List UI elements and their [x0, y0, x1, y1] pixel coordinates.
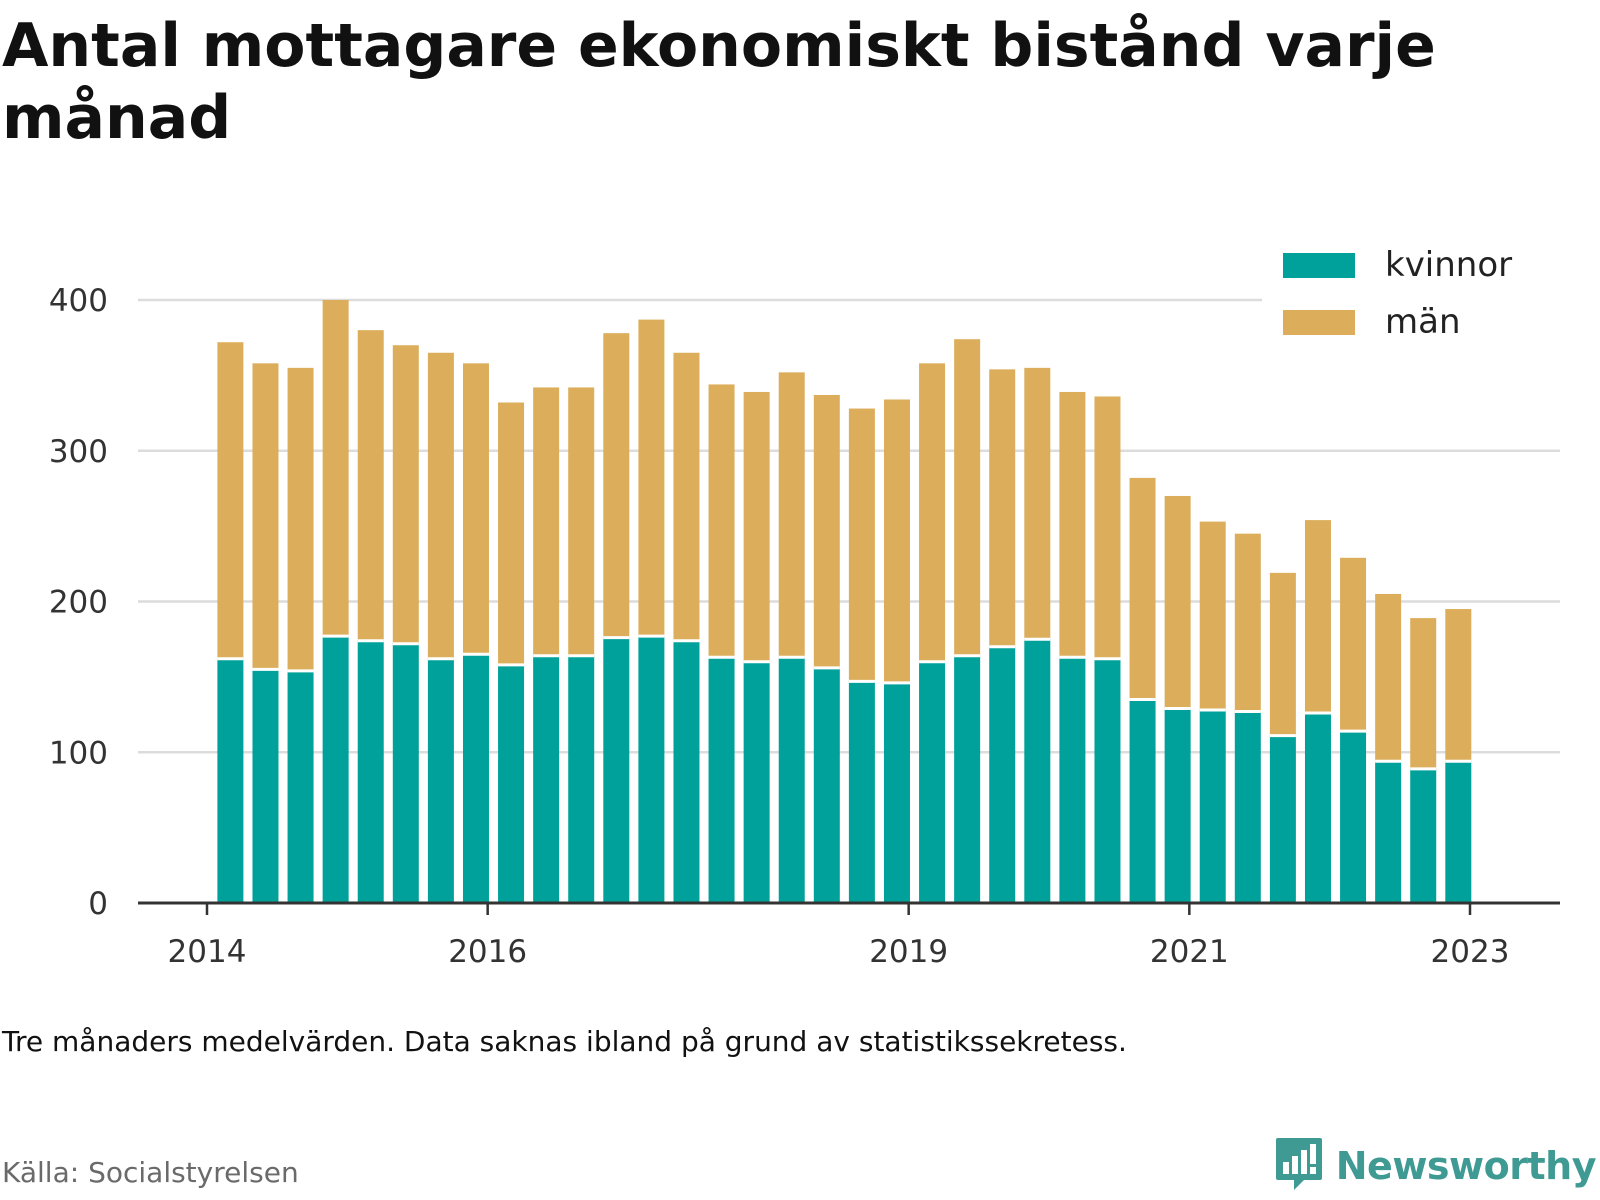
legend-label: män: [1385, 302, 1461, 342]
brand-logo: Newsworthy: [1274, 1136, 1597, 1196]
bar-kvinnor: [1059, 657, 1086, 903]
chart-note: Tre månaders medelvärden. Data saknas ib…: [2, 1025, 1127, 1058]
bar-kvinnor: [1199, 710, 1226, 903]
bar-man: [568, 387, 595, 656]
bar-kvinnor: [1234, 711, 1261, 903]
bar-kvinnor: [533, 655, 560, 903]
bar-man: [673, 352, 700, 641]
bar-man: [848, 408, 875, 682]
bar-man: [533, 387, 560, 656]
bar-man: [322, 300, 349, 637]
bar-man: [462, 363, 489, 655]
bar-man: [1304, 520, 1331, 714]
bar-man: [708, 384, 735, 658]
newsworthy-logo-icon: [1274, 1136, 1324, 1196]
bar-kvinnor: [848, 681, 875, 903]
bar-kvinnor: [427, 658, 454, 903]
bar-man: [989, 369, 1016, 647]
bar-kvinnor: [883, 682, 910, 903]
bar-kvinnor: [813, 667, 840, 903]
source-credit: Källa: Socialstyrelsen: [2, 1156, 299, 1189]
bar-man: [1234, 533, 1261, 712]
bar-man: [1059, 391, 1086, 658]
bar-man: [1269, 572, 1296, 736]
bar-kvinnor: [778, 657, 805, 903]
bar-man: [813, 394, 840, 668]
bar-man: [1199, 521, 1226, 711]
x-tick-label: 2014: [168, 934, 247, 970]
bar-kvinnor: [1269, 735, 1296, 903]
bar-man: [357, 330, 384, 641]
chart-title: Antal mottagare ekonomiskt bistånd varje…: [2, 11, 1436, 153]
bar-kvinnor: [498, 664, 525, 903]
bar-kvinnor: [673, 640, 700, 903]
bar-man: [919, 363, 946, 662]
legend-label: kvinnor: [1385, 245, 1512, 285]
bar-kvinnor: [743, 661, 770, 903]
bar-man: [1024, 367, 1051, 640]
x-tick-label: 2019: [869, 934, 948, 970]
y-tick-label: 400: [49, 283, 108, 319]
x-tick-label: 2021: [1150, 934, 1229, 970]
bar-kvinnor: [1340, 731, 1367, 903]
brand-name: Newsworthy: [1335, 1144, 1597, 1188]
x-tick-label: 2016: [448, 934, 527, 970]
bar-kvinnor: [603, 637, 630, 903]
axes: 0 100 200 300 400 2014 2016 2019 2021 2023: [49, 283, 1560, 970]
y-tick-label: 300: [49, 434, 108, 470]
bar-kvinnor: [1375, 761, 1402, 903]
bar-kvinnor: [1094, 658, 1121, 903]
bar-man: [1094, 396, 1121, 659]
bar-kvinnor: [357, 640, 384, 903]
legend-swatch: [1283, 310, 1355, 335]
stacked-bar-chart: 0 100 200 300 400 2014 2016 2019 2021 2023 kvinno…: [49, 243, 1562, 970]
bar-kvinnor: [708, 657, 735, 903]
bar-kvinnor: [462, 654, 489, 903]
bar-man: [638, 319, 665, 637]
bar-kvinnor: [392, 643, 419, 903]
bar-kvinnor: [1304, 713, 1331, 903]
bar-man: [1410, 618, 1437, 769]
bar-man: [427, 352, 454, 659]
bar-kvinnor: [638, 636, 665, 903]
bar-man: [1340, 557, 1367, 732]
bar-man: [287, 367, 314, 671]
bar-kvinnor: [1024, 639, 1051, 903]
bar-man: [1375, 593, 1402, 762]
bar-man: [1445, 609, 1472, 762]
bar-man: [603, 333, 630, 638]
bar-kvinnor: [954, 655, 981, 903]
bar-man: [954, 339, 981, 656]
bar-man: [743, 391, 770, 662]
bar-kvinnor: [1129, 699, 1156, 903]
bar-kvinnor: [1410, 768, 1437, 903]
bar-man: [883, 399, 910, 683]
bar-kvinnor: [568, 655, 595, 903]
bar-kvinnor: [287, 670, 314, 903]
legend: kvinnor män: [1262, 243, 1562, 358]
bar-man: [217, 342, 244, 659]
y-tick-label: 200: [49, 585, 108, 621]
legend-swatch: [1283, 253, 1355, 278]
y-tick-label: 0: [88, 886, 108, 922]
y-tick-label: 100: [49, 735, 108, 771]
bar-kvinnor: [217, 658, 244, 903]
bar-kvinnor: [989, 646, 1016, 903]
x-tick-label: 2023: [1431, 934, 1510, 970]
bar-man: [252, 363, 279, 670]
bar-man: [392, 345, 419, 644]
bar-man: [1164, 495, 1191, 709]
bar-kvinnor: [252, 669, 279, 903]
bars: [217, 300, 1472, 903]
bar-kvinnor: [1445, 761, 1472, 903]
bar-kvinnor: [322, 636, 349, 903]
bar-man: [498, 402, 525, 665]
bar-man: [1129, 477, 1156, 700]
bar-kvinnor: [919, 661, 946, 903]
bar-kvinnor: [1164, 708, 1191, 903]
bar-man: [778, 372, 805, 658]
